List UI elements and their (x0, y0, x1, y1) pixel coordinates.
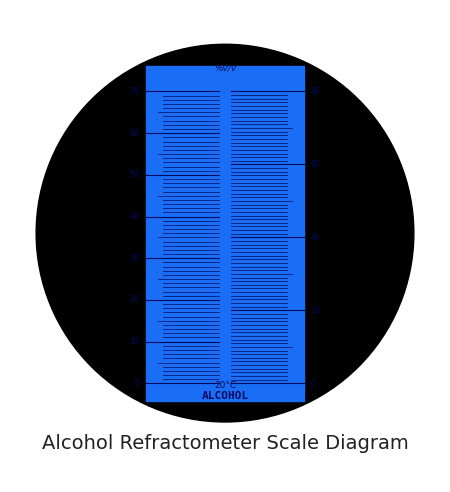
Text: 70: 70 (130, 87, 139, 96)
Text: 0: 0 (134, 379, 139, 388)
Text: 60: 60 (130, 129, 139, 138)
Text: 20°C: 20°C (214, 381, 236, 390)
Circle shape (36, 44, 414, 422)
Text: Alcohol Refractometer Scale Diagram: Alcohol Refractometer Scale Diagram (41, 434, 409, 453)
Text: 20: 20 (130, 296, 139, 305)
Text: ALCOHOL: ALCOHOL (201, 391, 248, 401)
Bar (146, 66, 304, 400)
Text: 80: 80 (311, 87, 320, 96)
Text: 40: 40 (130, 212, 139, 221)
Text: 60: 60 (311, 160, 320, 169)
Text: %v/v: %v/v (214, 63, 236, 72)
Text: 0: 0 (311, 379, 316, 388)
Text: 40: 40 (311, 233, 320, 242)
Text: 20: 20 (311, 306, 320, 315)
Text: 50: 50 (130, 170, 139, 180)
Text: 30: 30 (130, 254, 139, 263)
Text: 10: 10 (130, 337, 139, 346)
